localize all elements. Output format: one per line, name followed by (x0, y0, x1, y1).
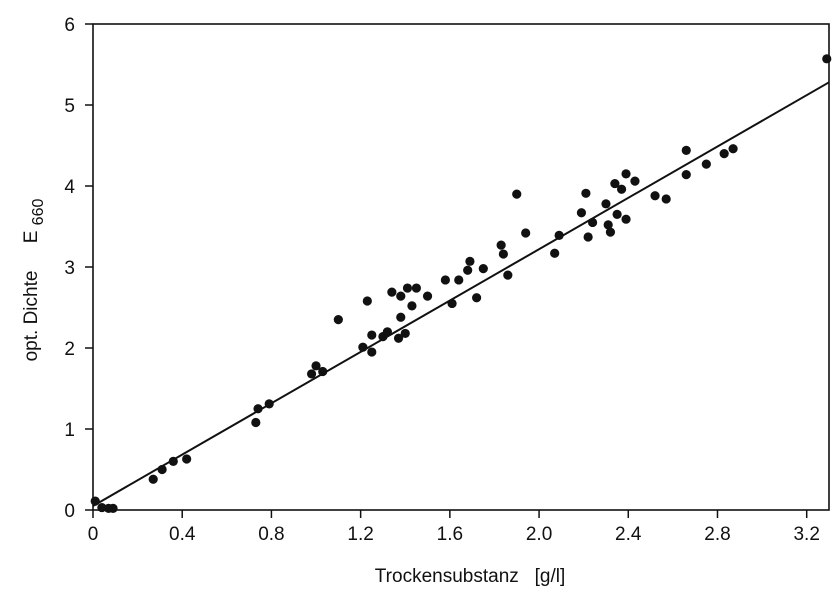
data-point (440, 275, 450, 285)
data-point (264, 399, 274, 409)
data-point (512, 189, 522, 199)
data-point (822, 54, 832, 64)
data-point (601, 199, 611, 209)
x-tick-label: 1.6 (437, 524, 463, 545)
data-point (97, 502, 107, 513)
data-point (630, 176, 640, 186)
y-axis-label-subscript: 660 (30, 199, 47, 226)
data-point (521, 228, 531, 238)
data-point (583, 232, 593, 242)
data-point (719, 149, 729, 159)
data-point (90, 496, 100, 506)
y-tick-label: 0 (64, 501, 75, 522)
y-axis-label-main: opt. Dichte (21, 271, 42, 362)
data-point (728, 144, 738, 154)
data-point (478, 264, 488, 274)
data-point (576, 208, 587, 218)
y-tick-label: 3 (64, 258, 75, 279)
y-tick-label: 2 (64, 339, 75, 360)
plot-frame (92, 23, 830, 511)
regression-line (92, 81, 830, 507)
data-point (616, 184, 627, 194)
data-point (621, 214, 631, 224)
data-point (411, 283, 421, 293)
data-point (393, 333, 404, 343)
data-point (503, 270, 513, 280)
x-tick-label: 3.2 (793, 524, 819, 545)
data-point (362, 296, 372, 306)
data-point (603, 220, 613, 230)
data-point (681, 170, 691, 180)
data-point (396, 291, 406, 301)
data-point (581, 188, 591, 198)
data-point (454, 275, 464, 285)
data-point (612, 209, 622, 219)
data-point (402, 283, 413, 293)
data-point (387, 287, 397, 297)
data-point (367, 347, 377, 357)
data-point (407, 301, 417, 311)
data-point (168, 456, 178, 466)
x-tick-label: 0.4 (169, 524, 196, 545)
data-point (253, 404, 263, 414)
x-tick-label: 2.0 (526, 524, 552, 545)
data-point (318, 366, 328, 377)
data-point (472, 293, 482, 303)
data-points (90, 54, 832, 513)
data-point (496, 240, 506, 250)
data-point (605, 227, 616, 237)
data-point (621, 169, 631, 179)
data-point (463, 265, 473, 275)
data-point (306, 369, 317, 379)
data-point (311, 361, 321, 371)
data-point (396, 312, 406, 322)
data-point (681, 145, 691, 155)
y-axis: 0 1 2 3 4 5 6 (64, 15, 93, 522)
x-tick-label: 0.8 (258, 524, 284, 545)
data-point (148, 474, 158, 484)
data-point (610, 178, 620, 189)
data-point (498, 249, 508, 259)
data-point (108, 503, 118, 513)
x-tick-label: 2.8 (704, 524, 730, 545)
y-tick-label: 6 (64, 15, 75, 36)
data-point (251, 417, 261, 428)
data-point (358, 342, 368, 352)
data-point (554, 230, 564, 241)
data-point (661, 194, 671, 204)
data-point (367, 330, 377, 340)
data-point (422, 291, 433, 301)
x-tick-label: 2.4 (615, 524, 642, 545)
data-point (701, 159, 711, 169)
data-point (182, 454, 192, 464)
data-point (333, 315, 343, 325)
y-tick-label: 1 (64, 420, 75, 441)
y-axis-label-symbol: E (21, 231, 42, 244)
x-tick-label: 1.2 (347, 524, 373, 545)
y-axis-label: opt. Dichte E 660 (21, 199, 47, 362)
data-point (400, 328, 410, 339)
data-point (157, 464, 167, 475)
data-point (650, 191, 660, 201)
data-point (447, 298, 457, 309)
data-point (465, 256, 475, 266)
data-point (382, 327, 392, 337)
data-point (587, 217, 598, 228)
y-tick-label: 5 (64, 96, 75, 117)
x-axis: 0 0.4 0.8 1.2 1.6 2.0 2.4 2.8 3.2 (88, 510, 820, 545)
data-point (550, 248, 560, 258)
y-tick-label: 4 (64, 177, 75, 198)
x-axis-label: Trockensubstanz [g/l] (375, 566, 565, 587)
x-tick-label: 0 (88, 524, 99, 545)
